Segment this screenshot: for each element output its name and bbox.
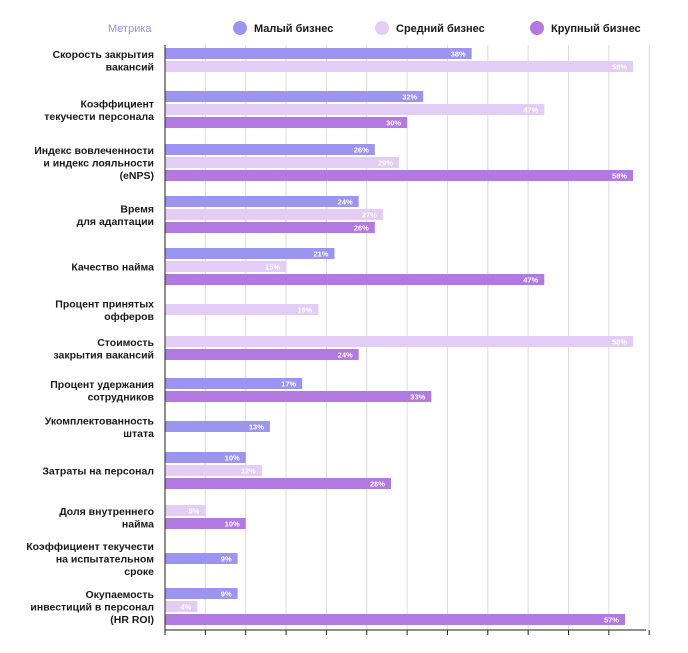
data-label: 58% (612, 338, 627, 347)
bar (165, 465, 262, 476)
data-label: 4% (180, 603, 191, 612)
legend: Метрика Малый бизнес Средний бизнес Крупны… (108, 21, 641, 35)
bar (165, 117, 408, 128)
category-label: Затраты на персонал (42, 466, 154, 478)
bar (165, 304, 319, 315)
bar (165, 196, 359, 207)
bars: 38% 58% 32% 47% 30% 26% 29% 58% 24% 27% 26% 21% 15% 4… (165, 48, 634, 625)
data-label: 47% (523, 106, 538, 115)
legend-label-0: Малый бизнес (254, 23, 333, 35)
bar (165, 391, 432, 402)
legend-label-1: Средний бизнес (396, 23, 485, 35)
data-label: 5% (189, 507, 200, 516)
category-label: Окупаемость инвестиций в персонал (HR ROI) (30, 589, 154, 626)
category-label: Процент принятых офферов (55, 298, 154, 323)
data-label: 26% (354, 146, 369, 155)
bar (165, 222, 375, 233)
bar (165, 61, 634, 72)
category-label: Индекс вовлеченности и индекс лояльности(… (34, 145, 154, 182)
bar (165, 91, 424, 102)
bar (165, 144, 375, 155)
category-label: Качество найма (71, 262, 154, 274)
data-label: 13% (249, 423, 264, 432)
bar (165, 378, 303, 389)
data-label: 24% (338, 351, 353, 360)
data-label: 33% (410, 393, 425, 402)
data-label: 10% (225, 454, 240, 463)
bar (165, 336, 634, 347)
data-label: 47% (523, 276, 538, 285)
category-label: Время для адаптации (77, 203, 154, 228)
data-label: 28% (370, 480, 385, 489)
data-label: 32% (402, 93, 417, 102)
data-label: 30% (386, 119, 401, 128)
data-label: 58% (612, 63, 627, 72)
bar (165, 170, 634, 181)
bar (165, 209, 383, 220)
category-label: Укомплектованность штата (45, 415, 155, 440)
data-label: 29% (378, 159, 393, 168)
bar (165, 349, 359, 360)
data-label: 19% (297, 306, 312, 315)
data-label: 27% (362, 211, 377, 220)
data-label: 9% (221, 555, 232, 564)
category-label: Стоимость закрытия вакансий (53, 337, 154, 362)
bar (165, 601, 198, 612)
data-label: 26% (354, 224, 369, 233)
bar (165, 48, 472, 59)
data-label: 21% (313, 250, 328, 259)
bar (165, 588, 238, 599)
legend-marker-0 (233, 21, 247, 35)
data-label: 15% (265, 263, 280, 272)
bar (165, 518, 246, 529)
category-labels: Скорость закрытия вакансий Коэффициент теку… (26, 49, 154, 626)
legend-marker-1 (375, 21, 389, 35)
bar (165, 505, 206, 516)
legend-label-2: Крупный бизнес (551, 23, 641, 35)
data-label: 24% (338, 198, 353, 207)
bar (165, 452, 246, 463)
x-axis (164, 45, 650, 635)
category-label: Коэффициент текучести персонала (44, 98, 154, 123)
legend-title: Метрика (108, 23, 152, 35)
bar (165, 157, 400, 168)
bar (165, 274, 545, 285)
legend-marker-2 (530, 21, 544, 35)
bar (165, 553, 238, 564)
data-label: 17% (281, 380, 296, 389)
bar (165, 421, 270, 432)
data-label: 12% (241, 467, 256, 476)
bar (165, 478, 391, 489)
data-label: 57% (604, 616, 619, 625)
data-label: 10% (225, 520, 240, 529)
category-label: Скорость закрытия вакансий (53, 49, 154, 74)
category-label: Процент удержания сотрудников (50, 379, 154, 404)
bar (165, 104, 545, 115)
bar (165, 614, 625, 625)
data-label: 38% (451, 50, 466, 59)
category-label: Коэффициент текучести на испытательном сро… (26, 541, 154, 578)
data-label: 58% (612, 172, 627, 181)
category-label: Доля внутреннего найма (59, 506, 154, 531)
bar (165, 248, 335, 259)
bar (165, 261, 287, 272)
data-label: 9% (221, 590, 232, 599)
